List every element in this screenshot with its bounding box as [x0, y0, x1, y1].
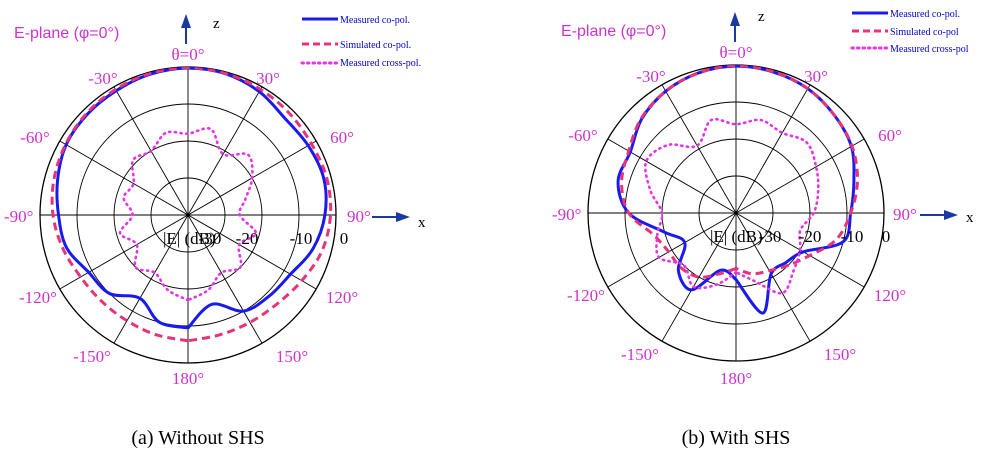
- angular-gridlines: [40, 67, 336, 363]
- angle-label-90: 90°: [893, 205, 917, 224]
- angle-label-0: θ=0°: [171, 45, 204, 64]
- x-axis-arrow-icon: [944, 210, 958, 220]
- angle-label-minus-150: -150°: [621, 345, 659, 364]
- radial-tick-label: -20: [236, 229, 259, 248]
- radial-tick-label: -30: [199, 229, 222, 248]
- angle-gridline: [661, 84, 811, 342]
- radial-tick-label: 0: [340, 229, 349, 248]
- legend-label: Simulated co-pol: [890, 27, 959, 38]
- angle-label-0: θ=0°: [719, 43, 752, 62]
- series-group: [616, 65, 860, 315]
- z-axis-label: z: [213, 16, 220, 32]
- radial-tick-label: -30: [759, 227, 782, 246]
- z-axis-arrow-icon: [730, 12, 740, 26]
- x-axis-arrow-icon: [396, 212, 410, 222]
- angle-label-90: 90°: [347, 207, 371, 226]
- angle-label-minus-120: -120°: [567, 286, 605, 305]
- series-line-dashed: [620, 65, 860, 279]
- radial-tick-label: -10: [290, 229, 313, 248]
- caption-a: (a) Without SHS: [131, 427, 264, 449]
- legend-label: Measured co-pol.: [890, 9, 960, 20]
- angle-label-minus-30: -30°: [88, 69, 117, 88]
- caption-b: (b) With SHS: [682, 427, 791, 449]
- angle-label-180: 180°: [172, 369, 204, 388]
- angle-label-180: 180°: [720, 369, 752, 388]
- legend: Measured co-pol. Simulated co-pol Measur…: [850, 9, 969, 55]
- angle-label-minus-60: -60°: [568, 126, 597, 145]
- angle-label-120: 120°: [326, 288, 358, 307]
- angle-label-150: 150°: [824, 345, 856, 364]
- angle-label-120: 120°: [874, 286, 906, 305]
- angle-label-150: 150°: [276, 347, 308, 366]
- legend-label: Simulated co-pol.: [340, 40, 411, 51]
- angle-label-30: 30°: [256, 69, 280, 88]
- legend-label: Measured cross-pol.: [340, 58, 421, 69]
- angle-label-minus-90: -90°: [4, 207, 33, 226]
- angle-label-minus-120: -120°: [19, 288, 57, 307]
- radial-axis-label: |E| (dB): [710, 227, 763, 246]
- legend: Measured co-pol. Simulated co-pol. Measu…: [300, 15, 421, 69]
- legend-label: Measured co-pol.: [340, 15, 410, 26]
- x-axis-label: x: [966, 210, 974, 226]
- angle-label-minus-60: -60°: [20, 128, 49, 147]
- series-line-dashed: [50, 67, 333, 343]
- angle-label-60: 60°: [878, 126, 902, 145]
- angle-label-minus-150: -150°: [73, 347, 111, 366]
- angle-gridline: [113, 86, 263, 344]
- radial-tick-label: -20: [799, 227, 822, 246]
- radial-tick-label: 0: [882, 227, 891, 246]
- radial-tick-label: -10: [841, 227, 864, 246]
- angle-label-minus-30: -30°: [636, 67, 665, 86]
- series-line-solid: [616, 65, 856, 315]
- series-group: [50, 67, 333, 343]
- angle-label-60: 60°: [330, 128, 354, 147]
- legend-label: Measured cross-pol: [890, 44, 969, 55]
- polar-chart-without-shs: |E| (dB) -30 -20 -10 0 θ=0° 30° 60° 90° …: [4, 14, 426, 449]
- chart-title: E-plane (φ=0°): [561, 23, 666, 40]
- x-axis-label: x: [418, 215, 426, 231]
- z-axis-label: z: [758, 9, 765, 25]
- polar-chart-with-shs: |E| (dB) -30 -20 -10 0 θ=0° 30° 60° 90° …: [552, 9, 974, 449]
- series-line-dotted: [643, 117, 820, 295]
- series-line-dotted: [118, 127, 258, 302]
- chart-title: E-plane (φ=0°): [14, 25, 119, 42]
- z-axis-arrow-icon: [181, 14, 191, 28]
- angle-label-30: 30°: [804, 67, 828, 86]
- angular-gridlines: [588, 65, 884, 361]
- angle-label-minus-90: -90°: [552, 205, 581, 224]
- radial-axis-label: |E| (dB): [163, 229, 216, 248]
